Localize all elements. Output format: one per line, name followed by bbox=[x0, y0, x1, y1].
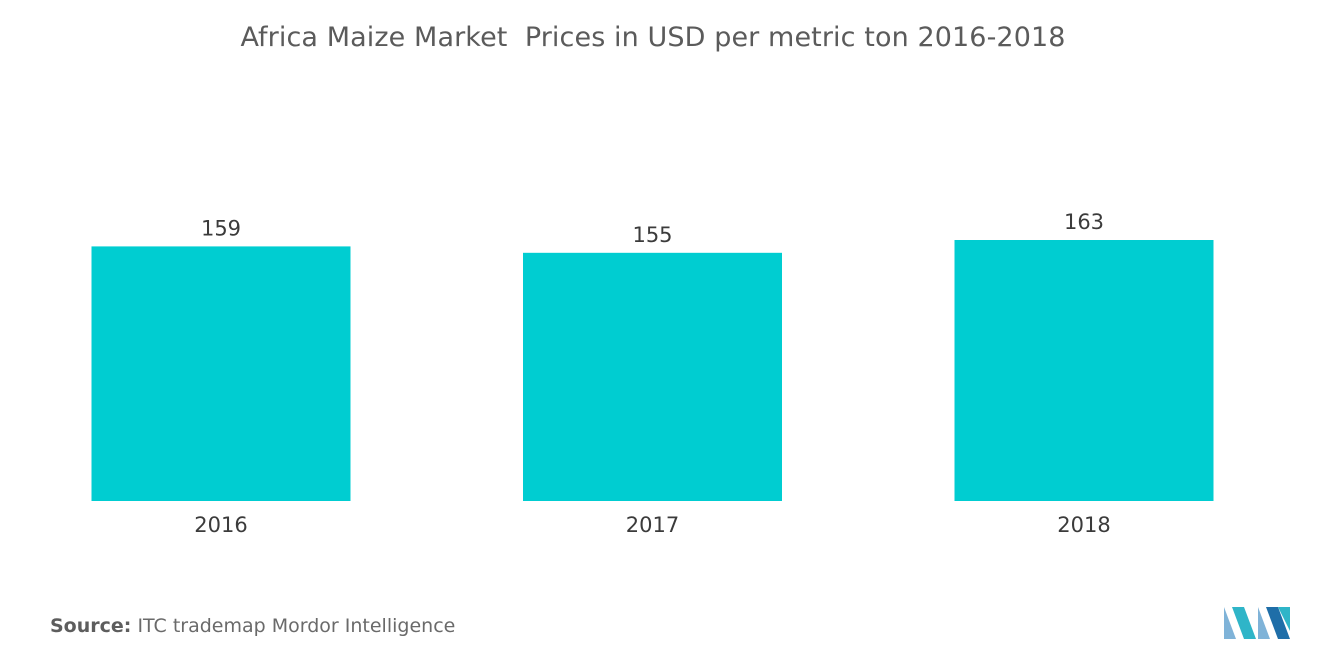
bar-2018 bbox=[954, 240, 1214, 501]
source-text: ITC trademap Mordor Intelligence bbox=[137, 615, 456, 637]
bar-2017 bbox=[523, 252, 782, 501]
logo-shape-right-post bbox=[1278, 607, 1290, 631]
mordor-intelligence-logo-icon bbox=[1224, 607, 1290, 639]
bar-2016 bbox=[91, 246, 351, 501]
data-label-2016: 159 bbox=[201, 216, 241, 240]
logo-shape-mid-a bbox=[1232, 607, 1256, 639]
x-tick-label-2018: 2018 bbox=[1057, 513, 1110, 537]
logo-shape-right bbox=[1266, 607, 1290, 639]
x-tick-label-2017: 2017 bbox=[626, 513, 679, 537]
source-note: Source: ITC trademap Mordor Intelligence bbox=[50, 615, 455, 637]
chart-title: Africa Maize Market Prices in USD per me… bbox=[240, 22, 1066, 53]
source-label: Source: bbox=[50, 615, 132, 637]
logo-shape-mid-b bbox=[1258, 607, 1270, 639]
data-label-2017: 155 bbox=[632, 223, 672, 247]
x-tick-label-2016: 2016 bbox=[194, 513, 247, 537]
data-label-2018: 163 bbox=[1064, 210, 1104, 234]
logo-shape-left bbox=[1224, 607, 1236, 639]
